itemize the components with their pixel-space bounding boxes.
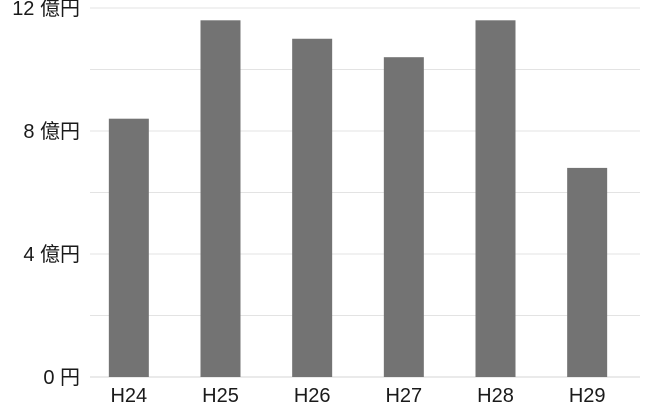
bar-h26 xyxy=(292,38,333,377)
bar-h28 xyxy=(475,20,516,378)
x-tick-label: H28 xyxy=(477,385,514,407)
x-tick-label: H25 xyxy=(202,385,239,407)
x-tick-label: H24 xyxy=(110,385,147,407)
x-axis-tick-labels: H24 H25 H26 H27 H28 H29 xyxy=(110,385,605,407)
bar-h29 xyxy=(567,167,608,377)
bar-h24 xyxy=(108,118,149,377)
x-tick-label: H26 xyxy=(294,385,331,407)
bars xyxy=(108,20,608,378)
y-tick-label: 4 億円 xyxy=(23,243,80,266)
x-tick-label: H29 xyxy=(569,385,606,407)
y-tick-label: 12 億円 xyxy=(12,0,80,20)
bar-h25 xyxy=(200,20,241,378)
bar-h27 xyxy=(383,57,424,377)
grid xyxy=(90,7,640,378)
y-tick-label: 0 円 xyxy=(43,367,80,389)
x-tick-label: H27 xyxy=(385,385,422,407)
y-tick-label: 8 億円 xyxy=(23,120,80,143)
y-axis-tick-labels: 0 円 4 億円 8 億円 12 億円 xyxy=(12,0,80,389)
